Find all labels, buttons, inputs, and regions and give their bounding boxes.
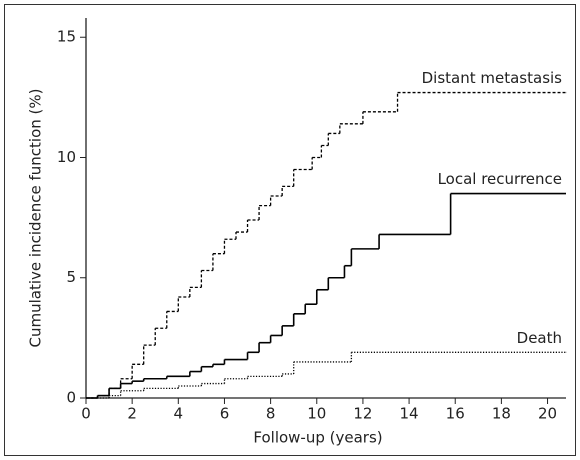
x-tick-label: 16 [446,405,465,423]
x-tick-label: 0 [81,405,91,423]
x-tick-label: 12 [353,405,372,423]
y-axis-label: Cumulative incidence function (%) [27,89,45,348]
x-tick-label: 4 [174,405,184,423]
x-tick-label: 6 [220,405,230,423]
x-tick-label: 2 [127,405,137,423]
x-tick-label: 8 [266,405,276,423]
x-tick-label: 14 [400,405,419,423]
x-tick-label: 10 [307,405,326,423]
series-label: Death [517,329,562,347]
y-tick-label: 15 [57,28,76,46]
series-label: Local recurrence [438,170,562,188]
frame [4,4,576,456]
y-tick-label: 0 [66,389,76,407]
x-tick-label: 18 [492,405,511,423]
x-axis-label: Follow-up (years) [253,429,382,447]
y-tick-label: 10 [57,148,76,166]
series-label: Distant metastasis [422,69,563,87]
x-tick-label: 20 [538,405,557,423]
y-tick-label: 5 [66,268,76,286]
